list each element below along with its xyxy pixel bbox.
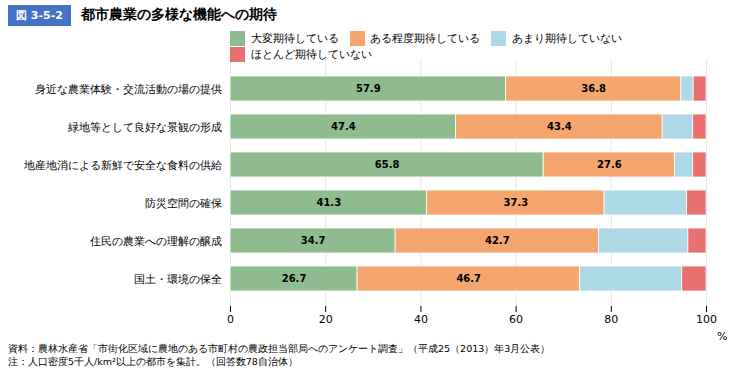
svg-text:26.7: 26.7 [282, 273, 307, 284]
svg-text:40: 40 [414, 313, 428, 326]
svg-text:41.3: 41.3 [316, 197, 341, 208]
svg-text:防災空間の確保: 防災空間の確保 [145, 197, 222, 210]
svg-text:住民の農業への理解の醸成: 住民の農業への理解の醸成 [90, 235, 222, 248]
svg-text:42.7: 42.7 [485, 235, 510, 246]
svg-text:43.4: 43.4 [547, 121, 572, 132]
html-text:都市農業の多様な機能への期待: 都市農業の多様な機能への期待 [80, 6, 277, 22]
svg-text:20: 20 [319, 313, 333, 326]
html-text:ある程度期待している: ある程度期待している [370, 31, 480, 45]
svg-text:60: 60 [509, 313, 523, 326]
svg-text:80: 80 [604, 313, 618, 326]
svg-text:57.9: 57.9 [356, 83, 381, 94]
html-text:資料：農林水産省「市街化区域に農地のある市町村の農政担当部局: 資料：農林水産省「市街化区域に農地のある市町村の農政担当部局へのアンケート調査」… [8, 343, 551, 354]
html-text:大変期待している: 大変期待している [250, 31, 339, 45]
svg-text:地産地消による新鮮で安全な食料の供給: 地産地消による新鮮で安全な食料の供給 [23, 159, 222, 172]
svg-text:37.3: 37.3 [504, 197, 529, 208]
html-text:あまり期待していない: あまり期待していない [511, 31, 622, 45]
svg-text:34.7: 34.7 [301, 235, 326, 246]
html-text:注：人口密度5千人/km²以上の都市を集計。（回答数78自治: 注：人口密度5千人/km²以上の都市を集計。（回答数78自治体） [8, 356, 298, 367]
svg-text:47.4: 47.4 [331, 121, 356, 132]
svg-text:身近な農業体験・交流活動の場の提供: 身近な農業体験・交流活動の場の提供 [35, 83, 222, 96]
svg-text:46.7: 46.7 [456, 273, 481, 284]
svg-text:65.8: 65.8 [375, 159, 400, 170]
svg-text:%: % [717, 330, 727, 343]
svg-text:36.8: 36.8 [581, 83, 606, 94]
svg-text:0: 0 [227, 313, 234, 326]
svg-text:緑地等として良好な景観の形成: 緑地等として良好な景観の形成 [67, 121, 222, 134]
svg-text:100: 100 [696, 313, 717, 326]
svg-text:27.6: 27.6 [597, 159, 622, 170]
html-text:図 3-5-2: 図 3-5-2 [16, 8, 63, 22]
svg-text:国土・環境の保全: 国土・環境の保全 [134, 273, 222, 286]
html-text:ほとんど期待していない: ほとんど期待していない [250, 48, 372, 62]
